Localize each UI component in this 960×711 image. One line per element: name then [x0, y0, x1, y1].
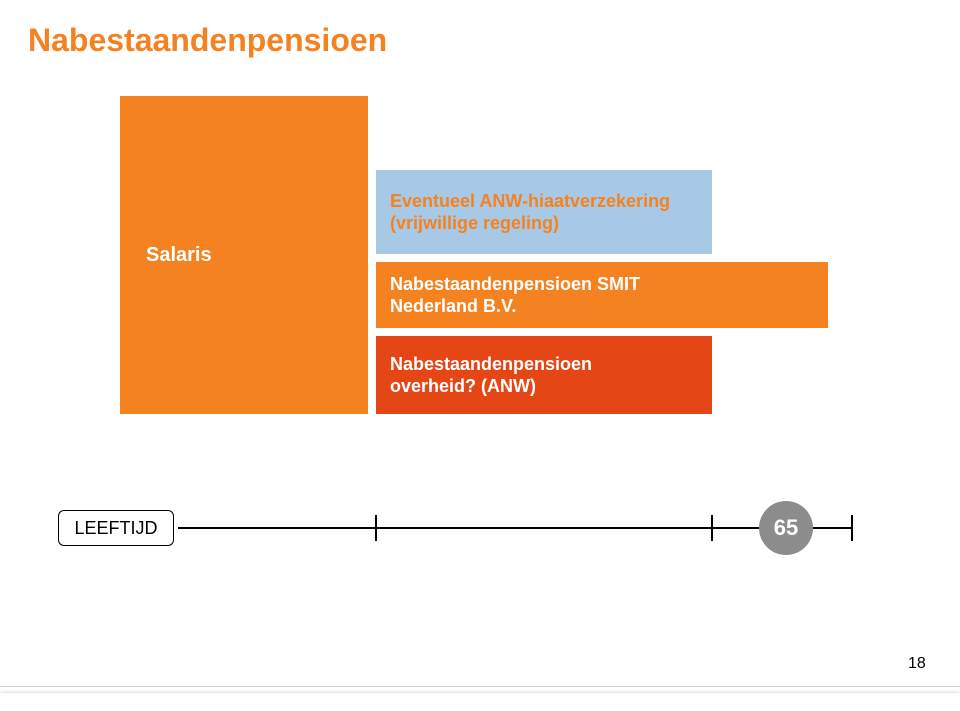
axis-badge-65-text: 65: [774, 515, 798, 541]
axis-tick: [711, 515, 713, 541]
page-edge-shadow: [0, 693, 960, 711]
page-number: 18: [908, 655, 926, 673]
block-anw-hiaat-text: Eventueel ANW-hiaatverzekering (vrijwill…: [390, 190, 670, 235]
block-anw-hiaat-line1: Eventueel ANW-hiaatverzekering: [390, 190, 670, 213]
block-salaris: Salaris: [120, 96, 368, 414]
axis-badge-65: 65: [759, 501, 813, 555]
block-overheid-line1: Nabestaandenpensioen: [390, 353, 592, 376]
block-salaris-label: Salaris: [146, 244, 212, 267]
block-overheid: Nabestaandenpensioen overheid? (ANW): [376, 336, 712, 414]
axis-label: LEEFTIJD: [74, 518, 157, 539]
axis-tick: [851, 515, 853, 541]
page-bottom-rule: [0, 686, 960, 687]
axis-label-box: LEEFTIJD: [58, 510, 174, 546]
block-smit: Nabestaandenpensioen SMIT Nederland B.V.: [376, 262, 828, 328]
block-smit-line1: Nabestaandenpensioen SMIT: [390, 273, 640, 296]
slide: Nabestaandenpensioen Salaris Eventueel A…: [0, 0, 960, 711]
block-anw-hiaat-line2: (vrijwillige regeling): [390, 212, 670, 235]
block-smit-text: Nabestaandenpensioen SMIT Nederland B.V.: [390, 273, 640, 318]
block-anw-hiaat: Eventueel ANW-hiaatverzekering (vrijwill…: [376, 170, 712, 254]
slide-title: Nabestaandenpensioen: [28, 22, 387, 59]
axis-line: [178, 527, 852, 529]
axis-tick: [375, 515, 377, 541]
block-overheid-line2: overheid? (ANW): [390, 375, 592, 398]
block-smit-line2: Nederland B.V.: [390, 295, 640, 318]
block-overheid-text: Nabestaandenpensioen overheid? (ANW): [390, 353, 592, 398]
